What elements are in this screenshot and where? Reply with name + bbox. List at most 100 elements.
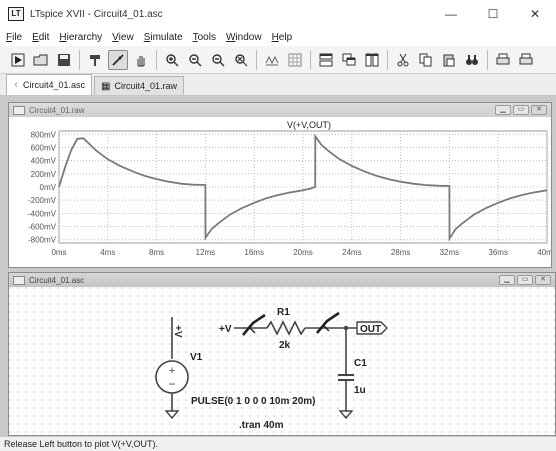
x-axis-ticks: 0ms 4ms 8ms 12ms 16ms 20ms 24ms 28ms 32ms 36ms 40m… [51,248,556,257]
tile-vertical-icon[interactable] [362,50,382,70]
copy-icon[interactable] [416,50,436,70]
source-spec-label[interactable]: PULSE(0 1 0 0 0 10m 20m) [191,396,316,407]
y-tick-label: -800mV [28,236,57,245]
waveform-close-button[interactable]: ✕ [531,105,547,115]
y-tick-label: -200mV [28,196,57,205]
output-label[interactable]: OUT [360,324,381,335]
y-tick-label: 0mV [40,183,57,192]
x-tick-label: 12ms [196,248,216,257]
waveform-window-controls: ▁ ▭ ✕ [493,105,547,115]
zoom-in-icon[interactable] [162,50,182,70]
y-tick-label: -600mV [28,223,57,232]
waveform-window-icon [13,105,25,115]
schematic-close-button[interactable]: ✕ [535,275,551,285]
window-title: LTspice XVII - Circuit4_01.asc [30,8,163,20]
menu-view[interactable]: View [112,31,134,43]
waveform-window: Circuit4_01.raw ▁ ▭ ✕ V(+V,OUT) 800mV 600… [8,102,556,268]
probe-icon[interactable] [108,49,128,70]
y-tick-label: 600mV [31,143,57,152]
source-name-label[interactable]: V1 [190,352,203,363]
schematic-window: Circuit4_01.asc ▁ ▭ ✕ + − [8,272,556,436]
menu-edit[interactable]: Edit [32,31,50,43]
print-icon[interactable] [493,50,513,70]
close-button[interactable]: ✕ [529,7,541,21]
menu-simulate[interactable]: Simulate [143,31,183,43]
toolbar-separator [256,49,257,70]
ltspice-logo-icon: LT [8,7,24,21]
ground-icon [164,410,180,420]
resistor-r1[interactable] [266,320,306,336]
schematic-window-icon [13,275,25,285]
window-controls: — ☐ ✕ [430,0,556,28]
minimize-button[interactable]: — [445,7,457,21]
cut-icon[interactable] [393,50,413,70]
print-setup-icon[interactable] [516,50,536,70]
x-tick-label: 24ms [342,248,362,257]
trace-label[interactable]: V(+V,OUT) [287,120,331,130]
y-axis-ticks: 800mV 600mV 400mV 200mV 0mV -200mV -400mV -600m… [28,130,57,244]
toolbar-separator [387,49,388,70]
spice-directive[interactable]: .tran 40m [239,420,284,431]
schematic-window-controls: ▁ ▭ ✕ [497,275,551,285]
zoom-out-icon[interactable] [185,50,205,70]
zoom-out-alt-icon[interactable] [208,50,228,70]
hammer-icon[interactable] [85,50,105,70]
title-bar: LT LTspice XVII - Circuit4_01.asc — ☐ ✕ [0,0,556,28]
source-node-label[interactable]: +V [219,324,232,335]
status-bar: Release Left button to plot V(+V,OUT). [0,436,556,451]
grid-icon[interactable] [285,50,305,70]
ground-icon [338,410,354,420]
paste-icon[interactable] [439,50,459,70]
find-icon[interactable] [462,50,482,70]
zoom-fit-icon[interactable] [231,50,251,70]
waveform-window-title: Circuit4_01.raw [29,105,85,115]
schematic-window-titlebar[interactable]: Circuit4_01.asc ▁ ▭ ✕ [9,273,555,287]
menu-hierarchy[interactable]: Hierarchy [59,31,103,43]
waveform-window-titlebar[interactable]: Circuit4_01.raw ▁ ▭ ✕ [9,103,551,117]
autorange-icon[interactable] [262,50,282,70]
hand-icon[interactable] [131,50,151,70]
x-tick-label: 16ms [244,248,264,257]
tile-horizontal-icon[interactable] [316,50,336,70]
x-tick-label: 36ms [488,248,508,257]
open-icon[interactable] [31,50,51,70]
plot-series [58,133,548,242]
save-icon[interactable] [54,50,74,70]
y-tick-label: 200mV [31,170,57,179]
v1-node-flag[interactable]: +V [172,325,183,338]
menu-bar: File Edit Hierarchy View Simulate Tools … [0,28,556,46]
schematic-grid [9,287,555,435]
svg-text:+: + [169,365,175,377]
schematic-window-title: Circuit4_01.asc [29,275,85,285]
waveform-plot[interactable]: V(+V,OUT) 800mV 600mV 400mV 200mV 0mV -200mV -… [9,117,556,267]
document-tab-bar: ᚲ Circuit4_01.asc ▦ Circuit4_01.raw [0,74,556,96]
waveform-tab-icon: ▦ [101,80,111,92]
schematic-minimize-button[interactable]: ▁ [499,275,515,285]
tab-circuit4-01-asc[interactable]: ᚲ Circuit4_01.asc [6,74,93,95]
capacitor-value-label[interactable]: 1u [354,385,366,396]
waveform-minimize-button[interactable]: ▁ [495,105,511,115]
resistor-name-label[interactable]: R1 [277,307,290,318]
menu-help[interactable]: Help [271,31,293,43]
capacitor-name-label[interactable]: C1 [354,358,367,369]
plot-grid [58,130,548,244]
menu-window[interactable]: Window [225,31,262,43]
toolbar-separator [79,49,80,70]
waveform-restore-button[interactable]: ▭ [513,105,529,115]
y-tick-label: 800mV [31,130,57,139]
run-icon[interactable] [8,50,28,70]
schematic-canvas[interactable]: + − +V V1 PULSE(0 1 0 0 0 10m 20m) +V R1… [9,287,555,435]
schematic-restore-button[interactable]: ▭ [517,275,533,285]
x-tick-label: 40ms [537,248,551,257]
toolbar-separator [487,49,488,70]
toolbar [0,46,556,74]
source-v1[interactable]: + − [155,337,189,411]
maximize-button[interactable]: ☐ [487,7,499,21]
resistor-value-label[interactable]: 2k [279,340,291,351]
menu-tools[interactable]: Tools [192,31,216,43]
cascade-icon[interactable] [339,50,359,70]
menu-file[interactable]: File [6,31,23,43]
probe-cursor-icon [316,311,340,334]
output-port-flag[interactable] [356,321,388,335]
tab-circuit4-01-raw[interactable]: ▦ Circuit4_01.raw [94,76,185,95]
